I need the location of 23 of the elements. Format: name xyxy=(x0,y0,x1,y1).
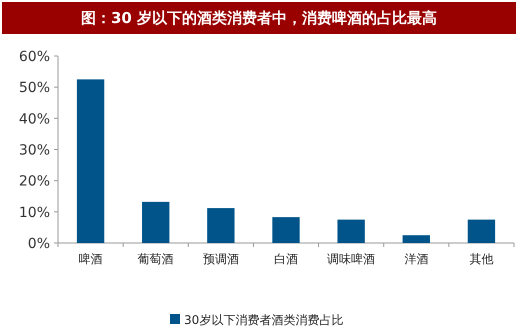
y-tick-label: 60% xyxy=(18,49,50,65)
y-tick-label: 20% xyxy=(18,174,50,190)
legend-label: 30岁以下消费者酒类消费占比 xyxy=(184,313,344,327)
y-tick-label: 50% xyxy=(18,80,50,96)
bar xyxy=(468,220,496,243)
y-tick-label: 10% xyxy=(18,204,50,221)
bar xyxy=(76,79,104,243)
x-tick-label: 洋酒 xyxy=(404,252,428,266)
bar xyxy=(142,202,170,243)
x-tick-label: 预调酒 xyxy=(202,252,239,266)
bar xyxy=(402,235,430,243)
x-tick-label: 白酒 xyxy=(274,252,298,266)
bar xyxy=(337,220,365,243)
x-tick-label: 葡萄酒 xyxy=(138,252,174,266)
y-tick-label: 30% xyxy=(18,142,50,158)
x-tick-label: 啤酒 xyxy=(78,252,103,266)
chart-title: 图：30 岁以下的酒类消费者中，消费啤酒的占比最高 xyxy=(80,9,438,27)
bar xyxy=(207,208,235,243)
bar xyxy=(272,217,300,243)
y-tick-label: 40% xyxy=(18,111,50,128)
x-tick-label: 其他 xyxy=(469,252,494,266)
y-tick-label: 0% xyxy=(28,236,50,252)
x-tick-label: 调味啤酒 xyxy=(327,252,376,266)
